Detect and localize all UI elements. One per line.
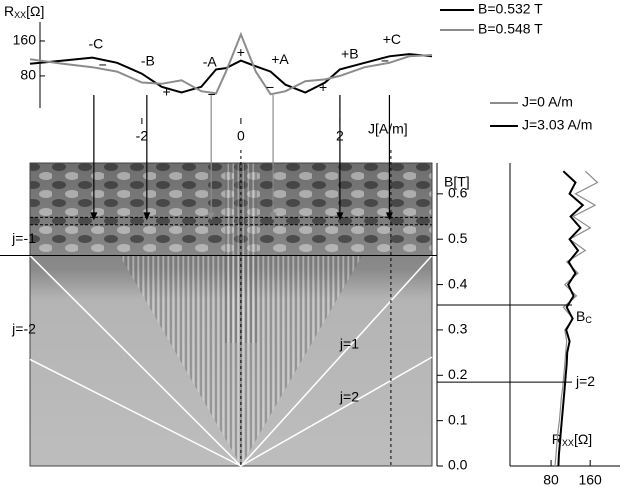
fan-line bbox=[240, 356, 433, 467]
data-line bbox=[29, 53, 433, 94]
y-tick-label: 0.3 bbox=[448, 321, 468, 337]
data-line bbox=[29, 31, 433, 96]
annotation: + bbox=[237, 44, 245, 60]
fan-line bbox=[240, 255, 433, 467]
annotation: j=1 bbox=[339, 336, 359, 352]
marker-label: BC bbox=[576, 308, 592, 326]
x-tick-label: 0 bbox=[237, 128, 245, 144]
y-tick-label: 0.4 bbox=[448, 275, 468, 291]
arrow-head bbox=[269, 212, 277, 221]
y-tick-label: 0.5 bbox=[448, 230, 468, 246]
y-tick-label: 0.2 bbox=[448, 366, 468, 382]
y-axis-label: B[T] bbox=[444, 174, 470, 190]
annotation: +C bbox=[383, 31, 401, 47]
x-axis-label-part: XX bbox=[562, 438, 574, 448]
legend-label: J=0 A/m bbox=[522, 94, 573, 110]
marker-label: j=2 bbox=[575, 373, 595, 389]
annotation: − bbox=[381, 53, 389, 69]
y-axis-label-part: R bbox=[4, 3, 14, 19]
fan-line bbox=[29, 255, 242, 467]
arrow-head bbox=[336, 212, 344, 221]
y-axis-label: RXX[Ω] bbox=[4, 3, 44, 21]
x-axis-label: J[A/m] bbox=[368, 121, 408, 137]
annotation: j=-2 bbox=[11, 321, 36, 337]
x-tick-label: -2 bbox=[136, 128, 149, 144]
y-tick-label: 80 bbox=[20, 67, 36, 83]
marker-label-part: B bbox=[576, 308, 585, 324]
annotation: +A bbox=[271, 51, 289, 67]
annotation: j=-1 bbox=[11, 230, 36, 246]
x-tick-label: 160 bbox=[578, 472, 602, 488]
annotation: − bbox=[99, 57, 107, 73]
legend-label: B=0.532 T bbox=[478, 1, 543, 17]
annotation: + bbox=[319, 79, 327, 95]
y-tick-label: 160 bbox=[13, 32, 37, 48]
y-tick-label: 0.6 bbox=[448, 185, 468, 201]
annotation: +B bbox=[341, 46, 359, 62]
marker-label-part: C bbox=[585, 315, 592, 325]
y-tick-label: 0.1 bbox=[448, 411, 468, 427]
legend-label: B=0.548 T bbox=[478, 21, 543, 37]
x-tick-label: 80 bbox=[543, 472, 559, 488]
annotation: -B bbox=[141, 53, 155, 69]
annotation: − bbox=[266, 79, 274, 95]
marker-label-part: j=2 bbox=[575, 373, 595, 389]
heatmap-frame bbox=[29, 162, 433, 467]
arrow-head bbox=[207, 212, 215, 221]
heatmap-image bbox=[30, 163, 432, 466]
y-axis-label-part: [Ω] bbox=[26, 3, 44, 19]
y-axis-label-part: XX bbox=[14, 10, 26, 20]
arrow-head bbox=[90, 212, 98, 221]
fan-line bbox=[29, 358, 242, 467]
data-line bbox=[557, 170, 585, 467]
annotation: -A bbox=[203, 54, 218, 70]
annotation: j=2 bbox=[339, 389, 359, 405]
y-tick-label: 0.0 bbox=[448, 457, 468, 473]
annotation: -C bbox=[88, 36, 103, 52]
x-axis-label-part: [Ω] bbox=[574, 431, 592, 447]
arrow-head bbox=[385, 212, 393, 221]
arrow-head bbox=[143, 212, 151, 221]
annotation: − bbox=[208, 86, 216, 102]
annotation: + bbox=[163, 84, 171, 100]
legend-label: J=3.03 A/m bbox=[522, 117, 592, 133]
